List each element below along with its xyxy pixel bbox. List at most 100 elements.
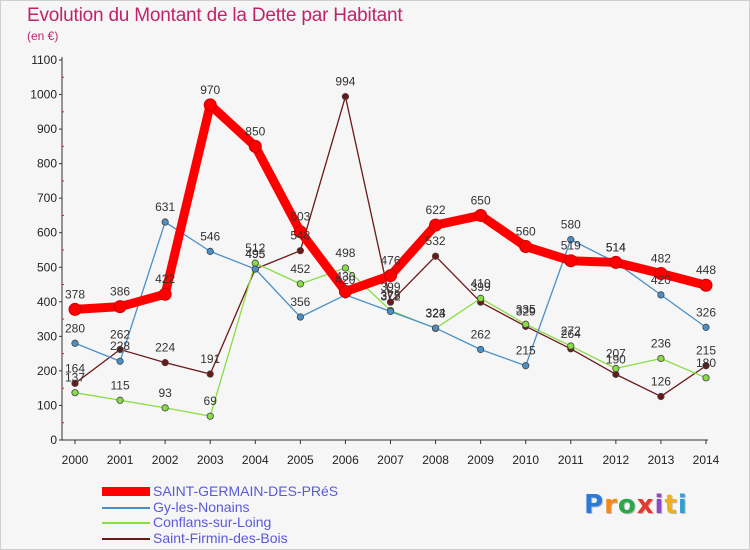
chart-title: Evolution du Montant de la Dette par Hab… [27, 5, 403, 26]
series-3-point [296, 280, 304, 288]
series-2-data-label: 495 [245, 247, 265, 261]
y-tick-label: 300 [37, 329, 57, 343]
series-4-point [341, 93, 350, 101]
series-4-data-label: 329 [516, 304, 536, 318]
series-2-point [71, 339, 79, 347]
x-tick-label: 2004 [242, 453, 269, 467]
x-tick-label: 2012 [603, 453, 630, 467]
y-tick-label: 800 [37, 157, 57, 171]
y-tick-label: 100 [37, 398, 57, 412]
y-tick-label: 700 [37, 191, 57, 205]
series-1-data-label: 519 [561, 239, 581, 253]
legend-swatch-saint-firmin [102, 537, 150, 540]
series-1-data-label: 650 [471, 193, 491, 207]
series-3-point [522, 320, 530, 328]
series-2-point [296, 313, 304, 321]
x-tick-label: 2009 [467, 453, 494, 467]
series-1-point [248, 139, 262, 153]
data-labels-layer: 378 386 422 970 850 603 430 476 622 650 560 519 514 4… [65, 75, 716, 409]
logo-letter: r [604, 490, 618, 520]
x-tick-label: 2007 [377, 453, 404, 467]
x-tick-label: 2006 [332, 453, 359, 467]
legend-label-saint-germain: SAINT-GERMAIN-DES-PRéS [153, 483, 339, 499]
series-3-data-label: 375 [380, 288, 400, 302]
legend-swatch-gy-les-nonains [102, 506, 150, 509]
series-2-data-label: 514 [606, 240, 626, 254]
series-3-point [161, 404, 169, 412]
series-3-point [206, 412, 214, 420]
series-2-data-label: 631 [155, 200, 175, 214]
series-2-point [386, 307, 395, 316]
series-2-data-label: 326 [696, 305, 716, 319]
series-1-point [429, 218, 443, 232]
series-layer [68, 93, 713, 420]
series-4-point [296, 247, 304, 255]
series-1-point [158, 287, 172, 301]
series-1-data-label: 560 [516, 225, 536, 239]
series-2-data-label: 215 [516, 344, 536, 358]
x-tick-label: 2013 [648, 453, 675, 467]
x-tick-label: 2011 [558, 453, 584, 467]
series-1-data-label: 622 [426, 203, 446, 217]
series-3-data-label: 93 [158, 386, 172, 400]
series-1-point [384, 269, 397, 283]
series-2-point [206, 247, 214, 255]
series-3-data-label: 236 [651, 336, 671, 350]
series-3-point [477, 294, 485, 302]
series-4-point [161, 359, 169, 367]
y-tick-label: 400 [37, 295, 57, 309]
series-3-point [116, 396, 124, 404]
series-1-data-label: 430 [335, 269, 355, 283]
series-3-data-label: 272 [561, 324, 581, 338]
series-1-group [68, 98, 713, 316]
chart-unit: (en €) [27, 29, 59, 43]
series-3-data-label: 335 [516, 302, 536, 316]
legend-label-conflans: Conflans-sur-Loing [153, 514, 272, 530]
logo-letter: i [677, 490, 688, 520]
x-tick-label: 2002 [152, 453, 179, 467]
series-3-point [657, 354, 665, 363]
series-3-data-label: 207 [606, 346, 626, 360]
series-2-data-label: 372 [380, 289, 400, 303]
series-4-data-label: 190 [606, 352, 626, 366]
series-1-point [474, 208, 488, 222]
series-4-data-label: 399 [471, 280, 491, 294]
series-3-data-label: 180 [696, 356, 716, 370]
series-2-data-label: 280 [65, 321, 85, 335]
y-tick-label: 1100 [31, 53, 57, 67]
series-4-data-label: 191 [200, 352, 220, 366]
series-1-point [338, 284, 352, 298]
legend-swatch-saint-germain [102, 487, 150, 496]
series-4-data-label: 548 [290, 229, 310, 243]
axes: 0 100 200 300 400 500 600 700 800 900 1000 1100 2000… [30, 53, 719, 467]
series-2-data-label: 324 [426, 306, 446, 320]
proxiti-logo: Proxiti [584, 490, 688, 520]
series-2-data-label: 262 [471, 327, 491, 341]
series-3-data-label: 512 [245, 241, 265, 255]
series-4-point [431, 252, 440, 260]
series-1-point [113, 300, 127, 314]
series-1-data-label: 422 [155, 272, 175, 286]
series-3-point [341, 264, 350, 272]
series-2-point [116, 357, 124, 365]
logo-letter: o [617, 490, 637, 520]
legend-swatch-conflans [102, 522, 150, 524]
series-3-data-label: 323 [426, 306, 446, 320]
series-2-data-label: 356 [290, 295, 310, 309]
y-tick-label: 200 [37, 364, 57, 378]
series-2-data-label: 420 [651, 273, 671, 287]
series-4-data-label: 215 [696, 344, 716, 358]
series-1-data-label: 448 [696, 263, 716, 277]
logo-letter: i [654, 490, 665, 520]
series-1-point [203, 98, 217, 112]
series-2-point [702, 323, 710, 331]
series-3-data-label: 69 [204, 394, 218, 408]
logo-letter: t [664, 490, 678, 520]
x-tick-label: 2008 [422, 453, 449, 467]
y-tick-label: 1000 [30, 88, 57, 102]
series-4-data-label: 262 [110, 327, 130, 341]
series-1-data-label: 482 [651, 251, 671, 265]
series-1-data-label: 476 [380, 254, 400, 268]
series-1-point [519, 240, 533, 254]
series-1-data-label: 514 [606, 240, 626, 254]
